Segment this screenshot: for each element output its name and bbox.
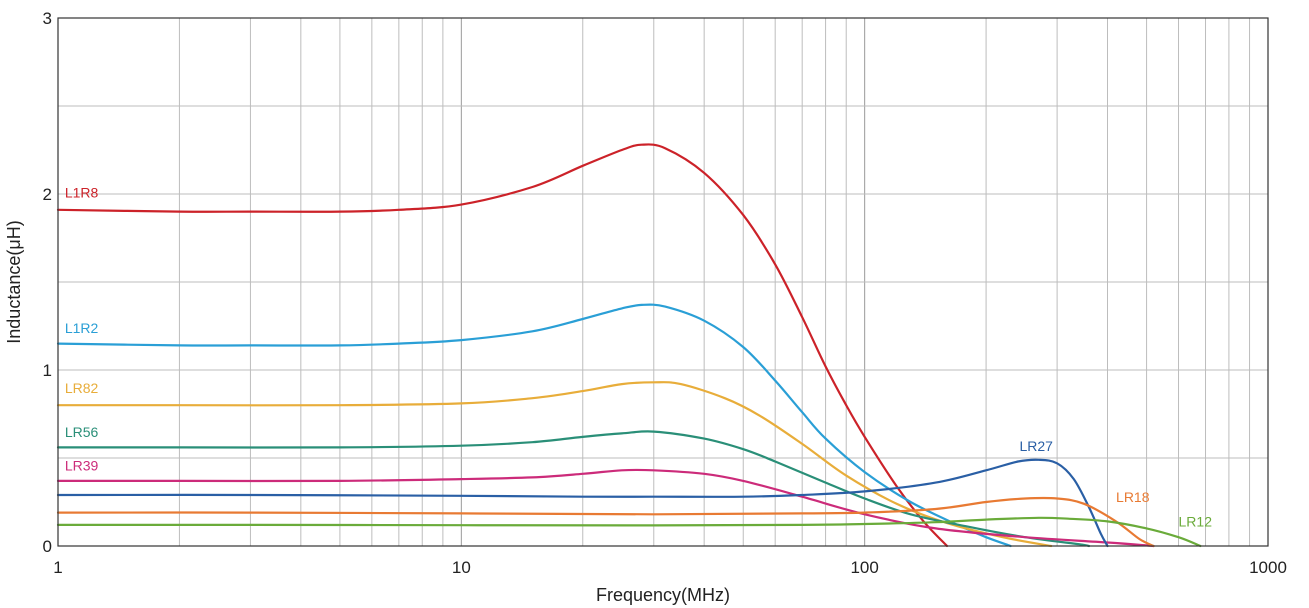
series-label-lr27: LR27 — [1019, 438, 1053, 454]
series-label-lr39: LR39 — [65, 457, 99, 473]
series-label-lr82: LR82 — [65, 380, 99, 396]
series-labels: L1R8 L1R2 LR82 LR56 LR39 LR27 LR18 LR12 — [65, 185, 1212, 530]
x-tick-label: 10 — [452, 558, 471, 577]
series-line-lr39 — [56, 468, 1155, 548]
series-label-lr18: LR18 — [1116, 489, 1150, 505]
y-tick-label: 2 — [43, 185, 52, 204]
series-line-l1r2 — [56, 303, 1012, 548]
grid — [58, 18, 1268, 546]
y-axis-title: Inductance(μH) — [4, 220, 24, 343]
x-tick-label: 100 — [850, 558, 878, 577]
series-line-lr18 — [56, 496, 1155, 548]
x-tick-label: 1 — [53, 558, 62, 577]
x-tick-label: 1000 — [1249, 558, 1287, 577]
series-label-l1r8: L1R8 — [65, 185, 99, 201]
x-axis-title: Frequency(MHz) — [596, 585, 730, 605]
series-label-lr12: LR12 — [1179, 514, 1213, 530]
series-lines — [56, 143, 1202, 548]
series-label-lr56: LR56 — [65, 424, 99, 440]
series-line-lr12 — [56, 516, 1202, 548]
series-line-lr27 — [56, 458, 1109, 548]
y-tick-label: 3 — [43, 9, 52, 28]
y-tick-label: 1 — [43, 361, 52, 380]
plot-frame — [57, 17, 1269, 547]
y-tick-label: 0 — [43, 537, 52, 556]
series-line-lr56 — [56, 430, 1091, 548]
series-label-l1r2: L1R2 — [65, 320, 99, 336]
series-line-l1r8 — [56, 143, 949, 548]
series-line-lr82 — [56, 381, 1053, 548]
